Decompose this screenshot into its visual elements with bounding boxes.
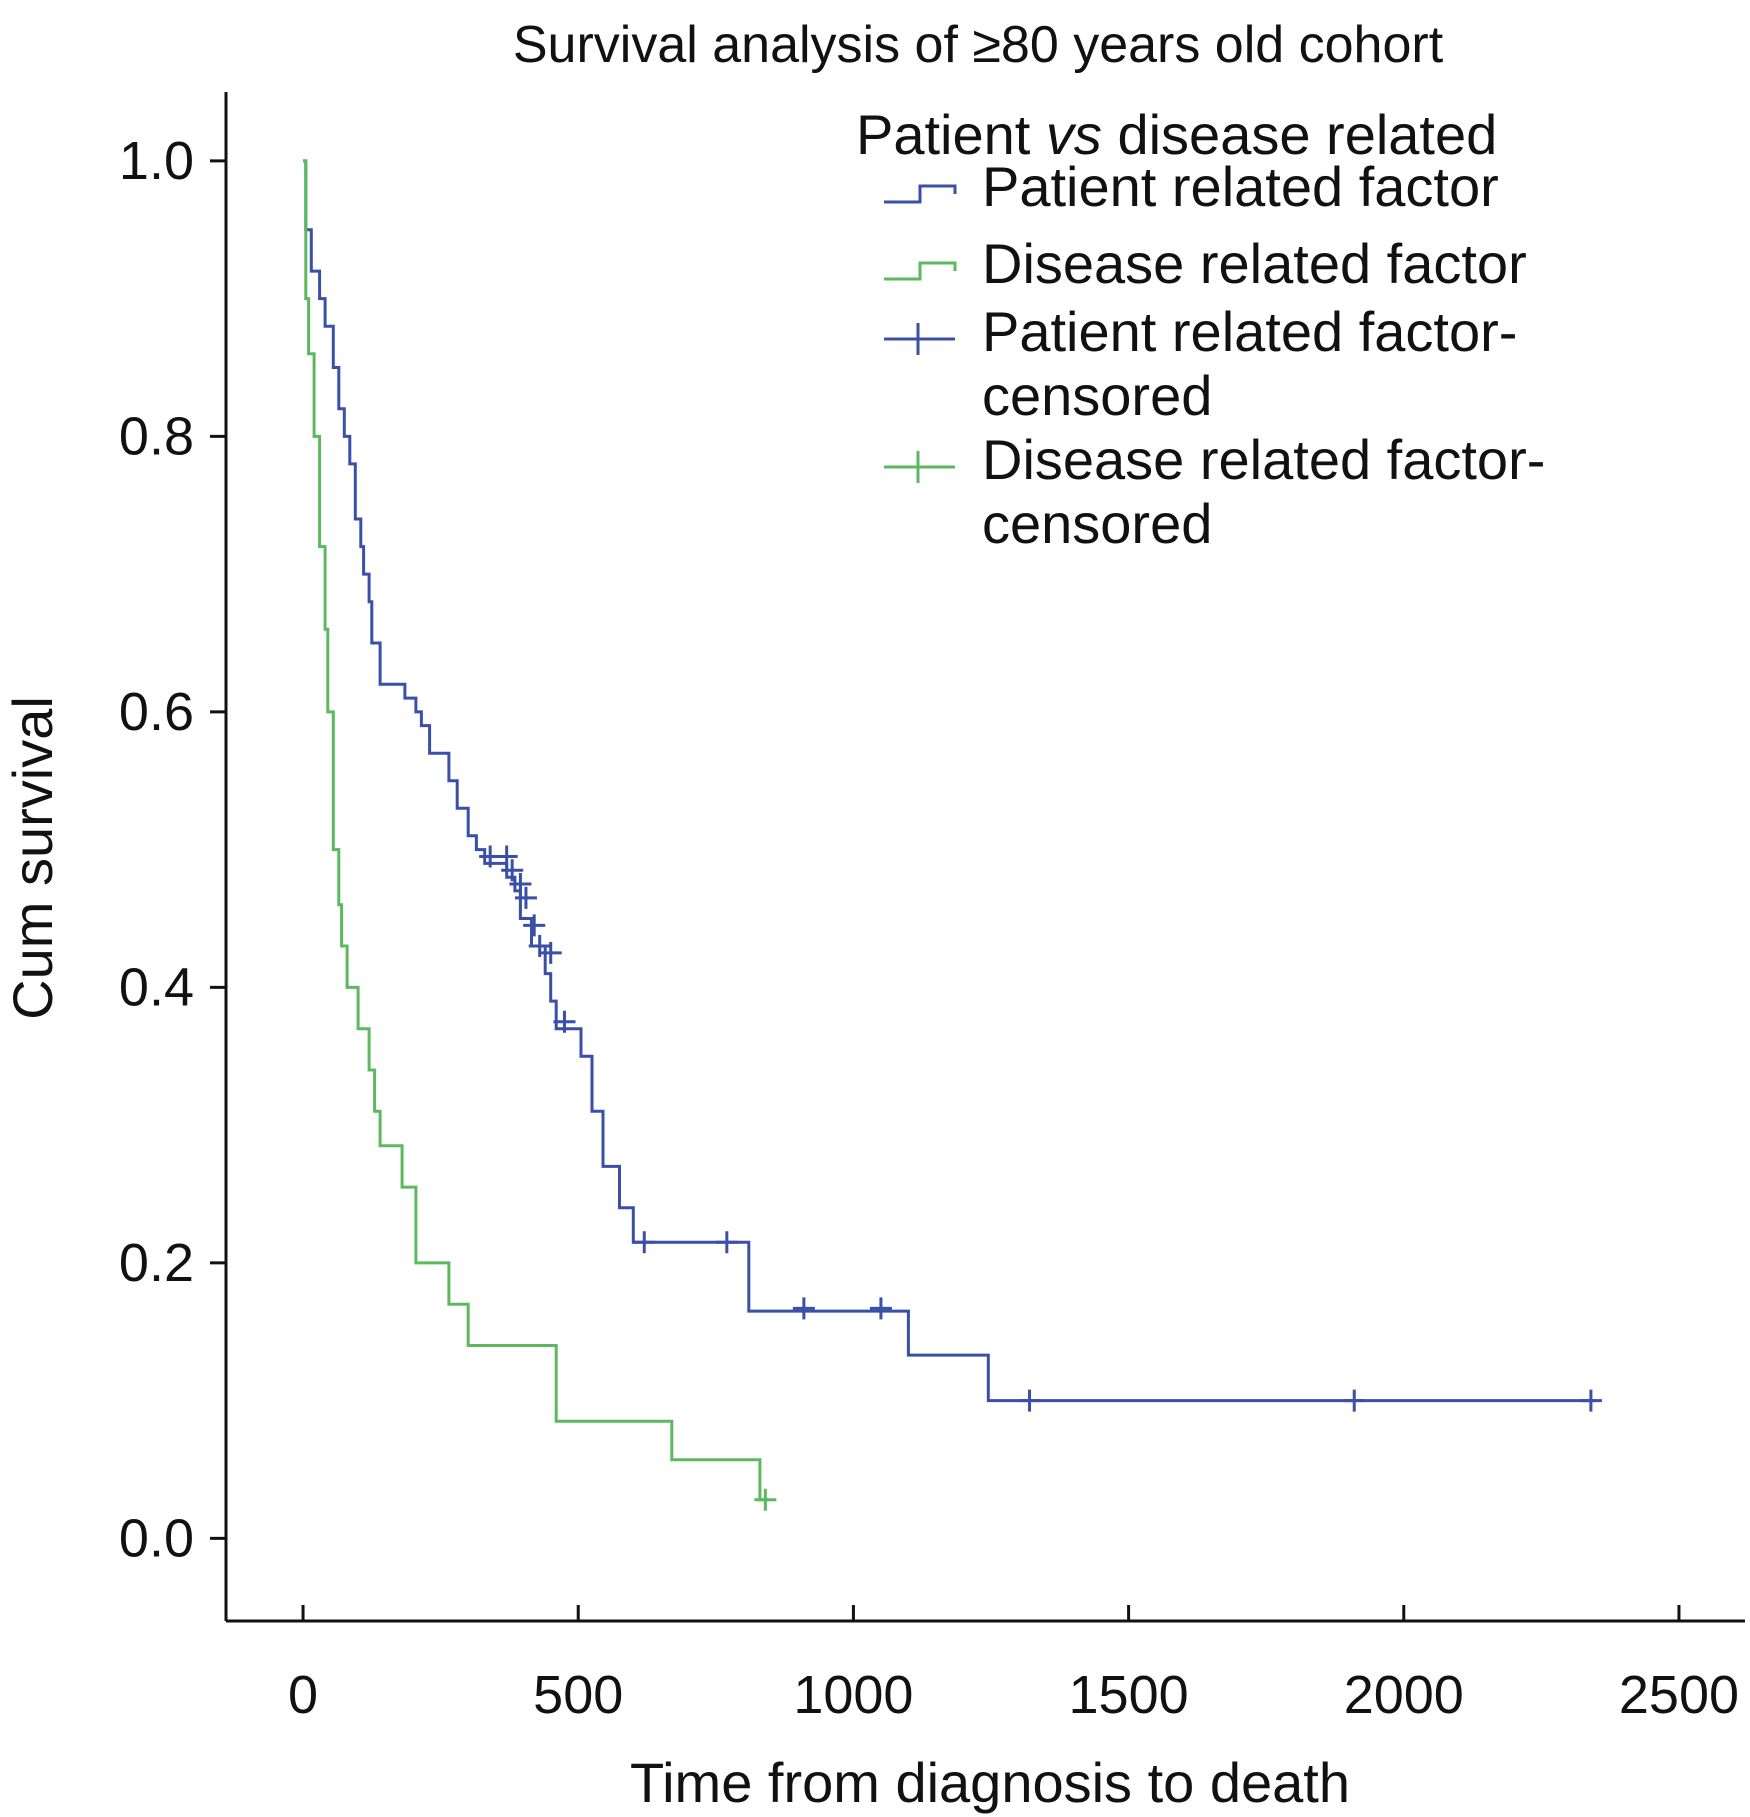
series-layer (303, 159, 1602, 1511)
series-2 (303, 159, 777, 1511)
series-1 (303, 159, 1602, 1412)
censor-mark (553, 1010, 576, 1033)
legend-title-vs: vs (1046, 103, 1102, 166)
x-tick-label: 0 (288, 1665, 318, 1725)
censor-mark (523, 914, 546, 937)
plot-frame (224, 92, 1745, 1623)
x-tick-label: 500 (533, 1665, 623, 1725)
y-tick-label: 0.6 (119, 682, 194, 742)
survival-curve-1 (303, 159, 1597, 1403)
x-axis-title: Time from diagnosis to death (630, 1751, 1350, 1814)
censor-mark (539, 941, 562, 964)
censor-mark (495, 845, 518, 868)
legend-label: Disease related factor (982, 232, 1527, 295)
y-tick-label: 1.0 (119, 131, 194, 191)
y-axis-ticks: 0.0 0.2 0.4 0.6 0.8 1.0 (119, 131, 226, 1568)
survival-curve-2 (303, 159, 769, 1502)
censor-mark (1018, 1389, 1041, 1412)
legend-entries: Patient related factor Disease related fa… (884, 155, 1545, 555)
legend-entry-4: Disease related factor-censored (884, 428, 1545, 555)
legend-entry-2: Disease related factor (884, 232, 1527, 295)
legend-swatch (884, 261, 957, 281)
legend-label: Disease related factor- (982, 428, 1545, 491)
legend-swatch (884, 184, 957, 204)
legend-label: censored (982, 492, 1212, 555)
censor-mark (509, 873, 532, 896)
censor-mark (528, 935, 551, 958)
legend: Patient vs disease related Patient relat… (856, 103, 1545, 555)
y-tick-label: 0.8 (119, 406, 194, 466)
censor-mark (514, 886, 537, 909)
legend-entry-1: Patient related factor (884, 155, 1499, 218)
y-axis-title: Cum survival (1, 696, 64, 1020)
chart-title: Survival analysis of ≥80 years old cohor… (513, 16, 1444, 74)
x-tick-label: 2000 (1344, 1665, 1464, 1725)
legend-swatch (884, 451, 955, 483)
legend-label: Patient related factor (982, 155, 1499, 218)
censor-mark (1579, 1389, 1602, 1412)
censor-mark (869, 1297, 892, 1320)
censor-mark (754, 1488, 777, 1511)
censor-mark (633, 1231, 656, 1254)
legend-entry-3: Patient related factor-censored (884, 300, 1517, 427)
legend-title-part-1: Patient (856, 103, 1046, 166)
x-tick-label: 1500 (1069, 1665, 1189, 1725)
x-axis-ticks: 0 500 1000 1500 2000 2500 (288, 1605, 1739, 1725)
censor-mark (715, 1231, 738, 1254)
legend-title: Patient vs disease related (856, 103, 1497, 166)
y-tick-label: 0.4 (119, 957, 194, 1017)
censor-mark (792, 1297, 815, 1320)
legend-title-part-2: disease related (1102, 103, 1497, 166)
x-tick-label: 1000 (793, 1665, 913, 1725)
legend-label: censored (982, 364, 1212, 427)
censor-mark (1343, 1389, 1366, 1412)
y-tick-label: 0.0 (119, 1508, 194, 1568)
x-tick-label: 2500 (1619, 1665, 1739, 1725)
y-tick-label: 0.2 (119, 1233, 194, 1293)
legend-label: Patient related factor- (982, 300, 1517, 363)
censor-mark (501, 859, 524, 882)
legend-swatch (884, 323, 955, 355)
